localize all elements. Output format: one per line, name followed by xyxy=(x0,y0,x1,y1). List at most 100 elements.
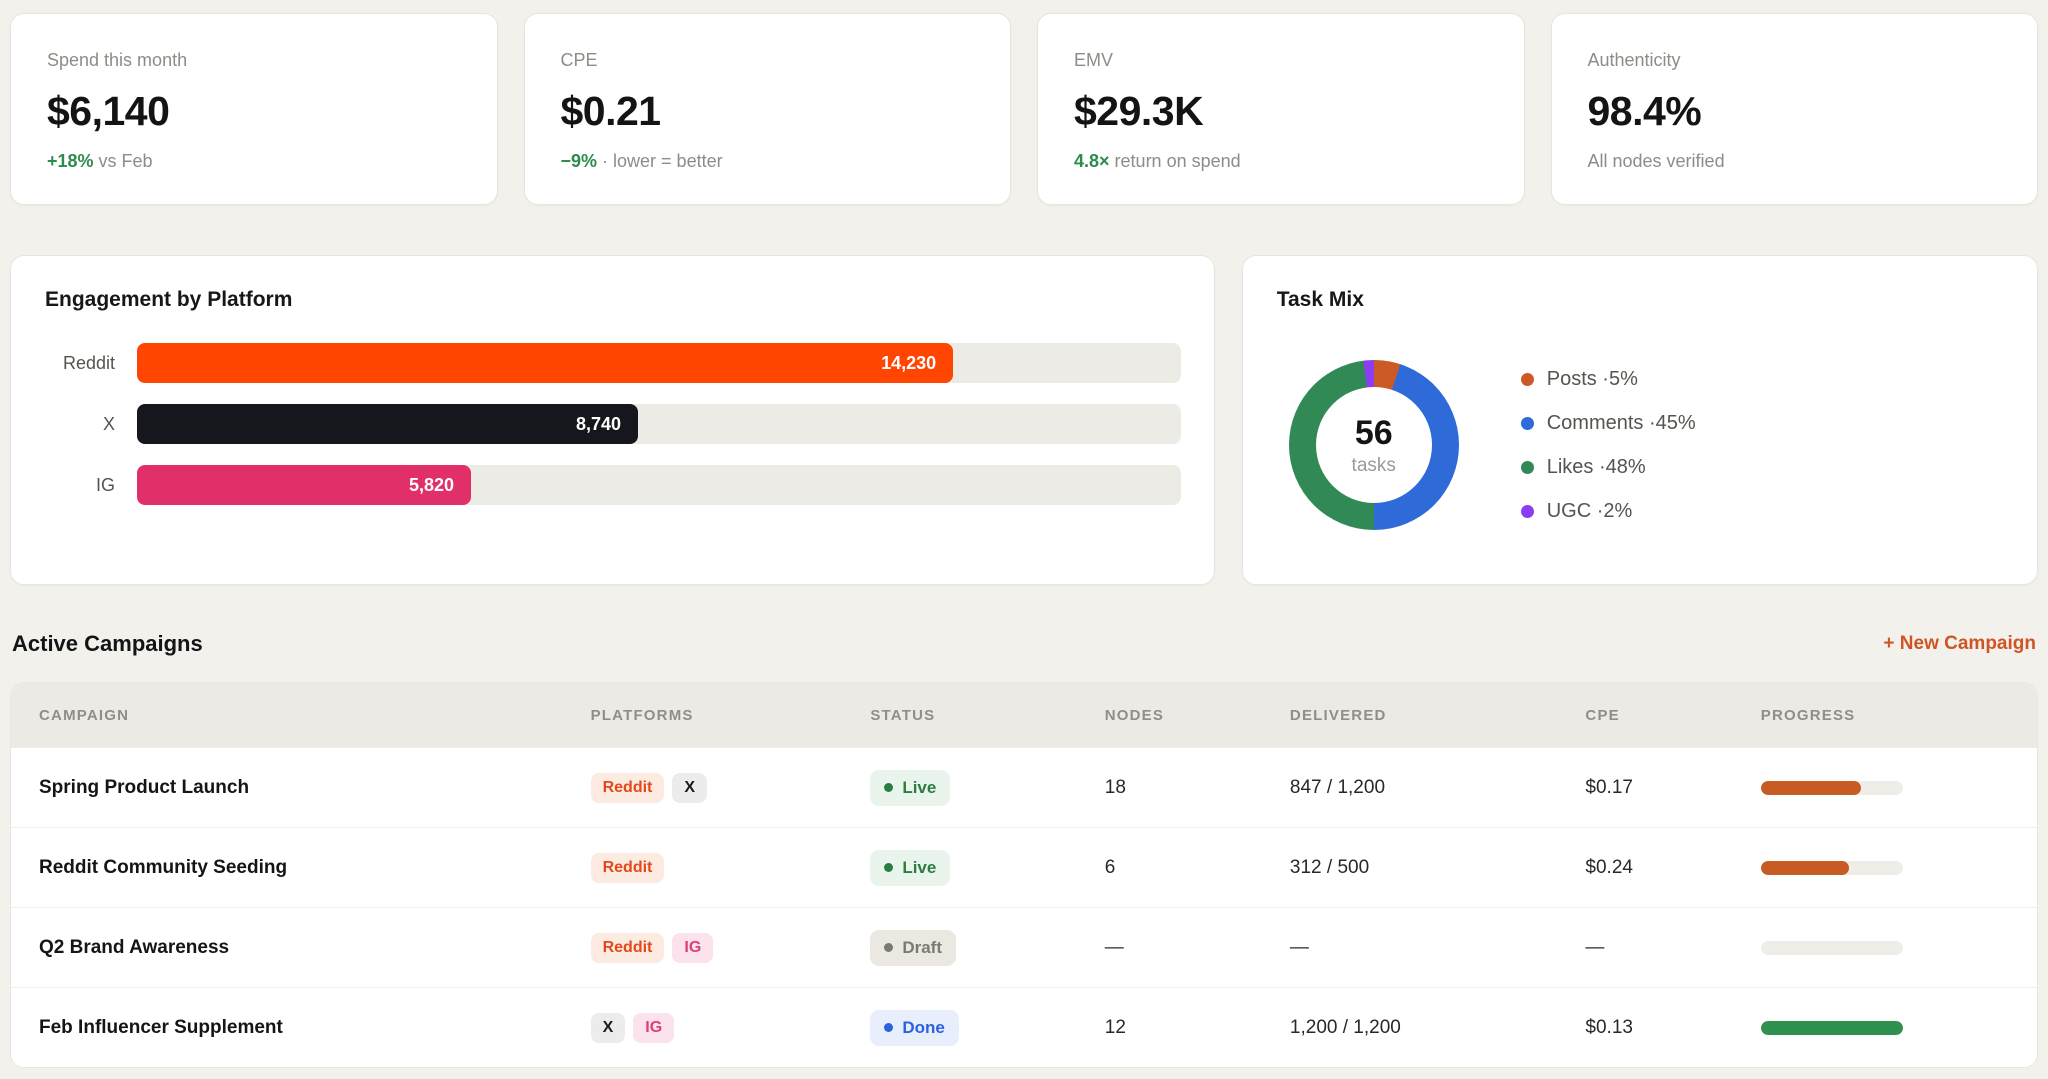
campaign-row[interactable]: Feb Influencer Supplement X IG Done 12 1,… xyxy=(11,987,2037,1067)
kpi-label: CPE xyxy=(560,50,598,70)
status-dot-icon xyxy=(884,863,894,872)
column-header: CPE xyxy=(1585,706,1620,724)
delivered-value: 847 / 1,200 xyxy=(1289,776,1386,798)
legend-label: Likes ·48% xyxy=(1546,455,1646,478)
progress-fill xyxy=(1760,780,1861,795)
legend-item: Posts ·5% xyxy=(1520,367,1696,391)
platform-badge-reddit: Reddit xyxy=(590,852,665,883)
kpi-delta: 4.8× xyxy=(1074,151,1110,171)
status-dot-icon xyxy=(884,1023,894,1032)
campaign-name: Q2 Brand Awareness xyxy=(39,936,230,958)
campaign-row[interactable]: Q2 Brand Awareness Reddit IG Draft — — — xyxy=(11,907,2037,987)
campaign-row[interactable]: Reddit Community Seeding Reddit Live 6 3… xyxy=(11,827,2037,907)
kpi-value: $0.21 xyxy=(560,88,662,134)
status-badge: Live xyxy=(870,769,951,806)
legend-dot-icon xyxy=(1520,460,1534,474)
column-header: CAMPAIGN xyxy=(39,706,130,724)
progress-bar xyxy=(1760,1020,1903,1035)
bar-fill: 5,820 xyxy=(137,465,471,505)
progress-fill xyxy=(1760,860,1850,875)
legend-item: Likes ·48% xyxy=(1520,455,1696,479)
nodes-value: — xyxy=(1104,936,1124,958)
bar-fill: 8,740 xyxy=(137,404,638,444)
delivered-value: 1,200 / 1,200 xyxy=(1289,1016,1401,1038)
task-mix-title: Task Mix xyxy=(1276,288,1364,311)
campaign-row[interactable]: Spring Product Launch Reddit X Live 18 84… xyxy=(11,747,2037,827)
delivered-value: — xyxy=(1289,936,1309,958)
kpi-subtext-detail: All nodes verified xyxy=(1587,151,1725,171)
bar-value-label: 14,230 xyxy=(881,352,937,373)
kpi-subtext: 4.8× return on spend xyxy=(1074,151,1488,172)
bar-row: IG 5,820 xyxy=(45,465,1181,505)
status-badge: Done xyxy=(870,1009,959,1046)
column-header: STATUS xyxy=(870,706,936,724)
status-label: Done xyxy=(902,1017,945,1037)
kpi-delta: +18% xyxy=(47,151,94,171)
status-label: Draft xyxy=(902,937,942,957)
cpe-value: $0.24 xyxy=(1585,856,1633,878)
campaign-name: Spring Product Launch xyxy=(39,776,250,798)
campaign-name: Reddit Community Seeding xyxy=(39,856,288,878)
kpi-subtext: All nodes verified xyxy=(1588,151,2002,172)
legend-dot-icon xyxy=(1520,372,1534,386)
kpi-label: Authenticity xyxy=(1587,50,1681,70)
status-dot-icon xyxy=(884,783,894,792)
engagement-bar-chart: Reddit 14,230 X 8,740 IG 5,820 xyxy=(45,343,1181,505)
bar-track: 8,740 xyxy=(137,404,1181,444)
platform-badges: Reddit IG xyxy=(590,932,871,963)
column-header: DELIVERED xyxy=(1289,706,1387,724)
legend-dot-icon xyxy=(1520,504,1534,518)
progress-bar xyxy=(1760,860,1903,875)
kpi-subtext-detail: return on spend xyxy=(1109,151,1241,171)
delivered-value: 312 / 500 xyxy=(1289,856,1370,878)
platform-badge-reddit: Reddit xyxy=(590,932,665,963)
campaigns-table-body: Spring Product Launch Reddit X Live 18 84… xyxy=(11,747,2037,1067)
kpi-delta: −9% xyxy=(560,151,598,171)
column-header: PLATFORMS xyxy=(590,706,694,724)
kpi-value: $6,140 xyxy=(47,88,170,134)
status-label: Live xyxy=(902,777,937,797)
platform-badges: X IG xyxy=(590,1012,871,1043)
kpi-card: Spend this month $6,140 +18% vs Feb xyxy=(10,13,498,205)
bar-category-label: X xyxy=(102,413,115,434)
donut-center: 56 tasks xyxy=(1315,387,1432,503)
campaigns-table: CAMPAIGN PLATFORMS STATUS NODES DELIVERED CPE… xyxy=(10,682,2038,1068)
kpi-label: EMV xyxy=(1074,50,1114,70)
bar-fill: 14,230 xyxy=(137,343,954,383)
legend-label: UGC ·2% xyxy=(1546,499,1633,522)
task-mix-legend: Posts ·5% Comments ·45% Likes ·48% UGC ·… xyxy=(1520,367,1696,523)
engagement-title: Engagement by Platform xyxy=(45,288,293,311)
platform-badge-x: X xyxy=(590,1012,626,1043)
legend-label: Comments ·45% xyxy=(1546,411,1696,434)
bar-track: 14,230 xyxy=(137,343,1181,383)
status-badge: Draft xyxy=(870,929,956,966)
progress-bar xyxy=(1760,780,1903,795)
bar-row: Reddit 14,230 xyxy=(45,343,1181,383)
kpi-card: EMV $29.3K 4.8× return on spend xyxy=(1037,13,1525,205)
platform-badge-ig: IG xyxy=(672,932,714,963)
kpi-value: $29.3K xyxy=(1074,88,1204,134)
engagement-card: Engagement by Platform Reddit 14,230 X 8… xyxy=(10,255,1215,585)
task-mix-donut: 56 tasks xyxy=(1288,360,1459,530)
kpi-card: CPE $0.21 −9% · lower = better xyxy=(523,13,1011,205)
campaigns-heading: Active Campaigns xyxy=(12,631,203,656)
legend-item: UGC ·2% xyxy=(1520,499,1696,523)
progress-bar xyxy=(1760,940,1903,955)
charts-row: Engagement by Platform Reddit 14,230 X 8… xyxy=(10,255,2038,585)
status-badge: Live xyxy=(870,849,951,886)
kpi-value: 98.4% xyxy=(1587,88,1702,134)
new-campaign-button[interactable]: + New Campaign xyxy=(1883,633,2036,654)
legend-label: Posts ·5% xyxy=(1546,367,1638,390)
platform-badges: Reddit xyxy=(590,852,871,883)
platform-badges: Reddit X xyxy=(590,772,871,803)
bar-value-label: 8,740 xyxy=(575,413,621,434)
legend-dot-icon xyxy=(1520,416,1534,430)
nodes-value: 12 xyxy=(1104,1016,1126,1038)
bar-track: 5,820 xyxy=(137,465,1181,505)
kpi-card: Authenticity 98.4% All nodes verified xyxy=(1550,13,2038,205)
donut-center-label: tasks xyxy=(1351,454,1396,476)
campaigns-section-head: Active Campaigns + New Campaign xyxy=(10,631,2038,657)
kpi-subtext: +18% vs Feb xyxy=(47,151,461,172)
task-mix-card: Task Mix 56 tasks Posts ·5% Comments ·45… xyxy=(1241,255,2038,585)
platform-badge-ig: IG xyxy=(633,1012,675,1043)
